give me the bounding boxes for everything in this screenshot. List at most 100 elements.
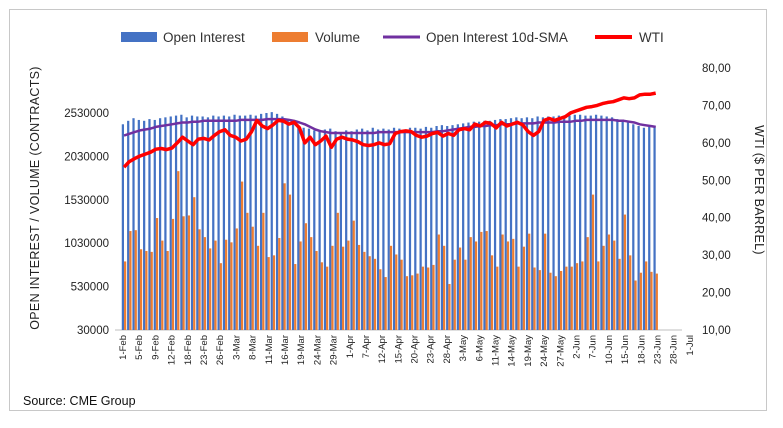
open-interest-bar [621, 120, 624, 330]
y-tick-right: 10,00 [702, 325, 731, 337]
volume-bar [203, 237, 206, 330]
open-interest-bar [212, 115, 215, 330]
open-interest-bar [387, 129, 390, 330]
volume-bar [634, 280, 637, 330]
volume-bar [427, 267, 430, 330]
volume-bar [294, 264, 297, 330]
open-interest-bar [153, 119, 156, 330]
x-tick-label: 15-Jun [620, 335, 631, 364]
volume-bar [522, 246, 525, 330]
open-interest-bar [143, 120, 146, 330]
volume-bar [368, 256, 371, 330]
open-interest-bar [217, 116, 220, 330]
volume-bar [161, 240, 164, 330]
x-tick-label: 29-Mar [329, 335, 340, 365]
open-interest-bar [435, 126, 438, 331]
volume-bar [639, 272, 642, 330]
volume-bar [134, 230, 137, 330]
open-interest-bar [345, 130, 348, 330]
open-interest-bar [313, 130, 316, 330]
x-tick-label: 28-Apr [442, 335, 453, 364]
volume-bar [411, 275, 414, 330]
volume-bar [129, 231, 132, 330]
volume-bar [464, 259, 467, 330]
volume-bar [240, 181, 244, 330]
sma-line [123, 117, 656, 137]
open-interest-bar [648, 126, 651, 330]
volume-bar [347, 240, 350, 330]
volume-bar [512, 238, 515, 330]
open-interest-bar [158, 118, 162, 330]
legend-swatch-open-interest [121, 32, 157, 42]
volume-bar [443, 245, 446, 330]
volume-bar [405, 276, 409, 330]
wti-line [122, 91, 657, 169]
volume-bar [448, 283, 451, 330]
volume-bar [209, 248, 212, 330]
open-interest-bar [594, 114, 598, 331]
open-interest-bar [228, 116, 231, 330]
open-interest-bar [174, 115, 178, 330]
open-interest-bar [520, 118, 523, 330]
volume-bar [145, 251, 148, 330]
open-interest-bar [477, 121, 481, 331]
open-interest-bar [462, 123, 465, 330]
x-tick-label: 18-Jun [636, 335, 647, 364]
volume-bar [474, 241, 478, 330]
open-interest-bar [557, 115, 560, 330]
open-interest-bar [536, 116, 539, 330]
open-interest-bar [201, 116, 204, 330]
volume-bar [150, 251, 153, 330]
y-axis-title-left: OPEN INTEREST / VOLUME (CONTRACTS) [28, 66, 42, 329]
volume-bar [533, 267, 536, 330]
source-note: Source: CME Group [23, 394, 136, 408]
open-interest-bar [291, 122, 295, 330]
open-interest-bar [467, 122, 470, 330]
open-interest-bar [222, 115, 226, 330]
volume-bar [645, 261, 648, 330]
x-tick-label: 3-May [458, 335, 469, 362]
legend-label-sma: Open Interest 10d-SMA [426, 30, 568, 45]
x-tick-label: 7-Apr [361, 335, 372, 358]
open-interest-bar [270, 112, 273, 330]
volume-bar [193, 197, 196, 330]
volume-bar [395, 254, 398, 330]
volume-bar [352, 220, 355, 330]
volume-bar [256, 245, 260, 330]
open-interest-bar [249, 114, 252, 331]
volume-bar [618, 258, 621, 330]
volume-bar [506, 241, 510, 330]
open-interest-bar [642, 127, 646, 330]
open-interest-bar [244, 115, 247, 330]
volume-bar [613, 240, 616, 330]
open-interest-bar [260, 113, 263, 330]
y-tick-left: 30000 [77, 325, 109, 337]
x-tick-label: 15-Apr [393, 335, 404, 364]
open-interest-bar [579, 114, 582, 331]
open-interest-bar [653, 126, 656, 331]
open-interest-bar [318, 131, 321, 330]
y-tick-right: 50,00 [702, 175, 731, 187]
volume-bar [496, 266, 499, 330]
open-interest-bar [350, 131, 353, 330]
open-interest-bar [525, 117, 529, 330]
x-tick-label: 28-Jun [669, 335, 680, 364]
x-tick-label: 5-Feb [134, 335, 145, 360]
open-interest-bar [568, 115, 571, 330]
y-tick-left: 1030000 [64, 238, 109, 250]
volume-bar [485, 231, 488, 330]
volume-bar [363, 251, 366, 330]
volume-bar [591, 194, 595, 330]
open-interest-bar [398, 128, 401, 330]
volume-bar [336, 212, 339, 330]
volume-bar [166, 251, 169, 330]
chart: Open Interest Volume Open Interest 10d-S… [28, 30, 766, 367]
x-tick-label: 11-May [491, 335, 502, 366]
volume-bar [124, 261, 127, 330]
open-interest-bar [121, 124, 124, 330]
open-interest-bar [361, 128, 364, 330]
open-interest-bar [355, 129, 358, 330]
volume-bar [299, 241, 302, 330]
volume-bar [597, 261, 600, 330]
x-tick-label: 8-Mar [248, 335, 259, 360]
